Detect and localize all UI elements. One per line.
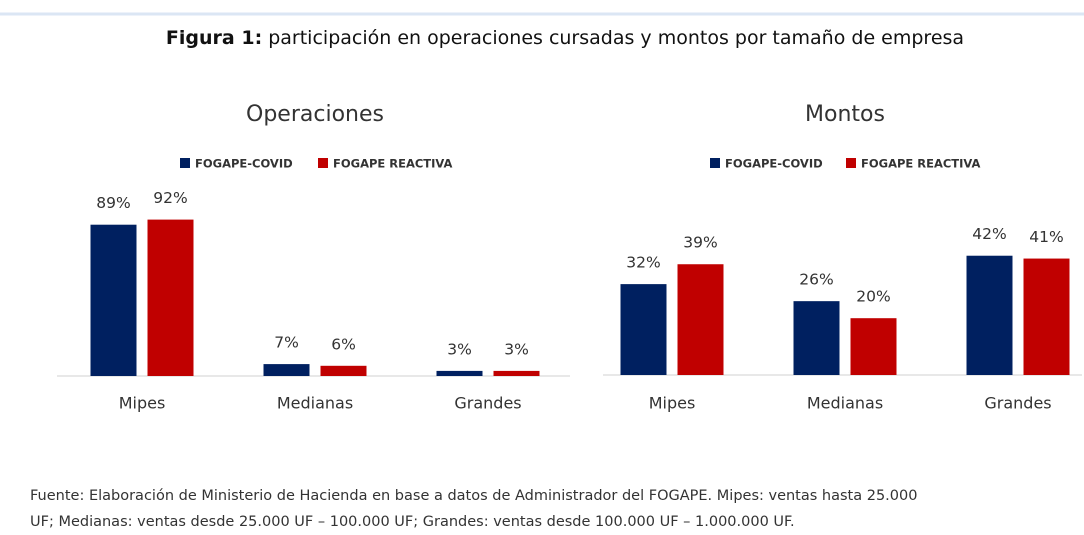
bar [793, 301, 840, 375]
bar [436, 370, 483, 376]
x-tick-label: Mipes [119, 394, 166, 413]
data-label: 20% [856, 288, 890, 306]
legend-label: FOGAPE REACTIVA [861, 157, 981, 171]
bar [90, 224, 137, 376]
bar [493, 370, 540, 376]
figure-title: Figura 1: participación en operaciones c… [166, 27, 964, 49]
x-tick-label: Grandes [454, 394, 521, 413]
data-label: 26% [799, 271, 833, 289]
bar [966, 255, 1013, 375]
footnote-line: UF; Medianas: ventas desde 25.000 UF – 1… [30, 514, 795, 530]
chart-title: Montos [805, 102, 885, 127]
data-label: 89% [96, 194, 130, 212]
legend-label: FOGAPE-COVID [725, 157, 823, 171]
x-tick-label: Grandes [984, 394, 1051, 413]
data-label: 41% [1029, 228, 1063, 246]
legend-label: FOGAPE REACTIVA [333, 157, 453, 171]
footnote-line: Fuente: Elaboración de Ministerio de Hac… [30, 488, 917, 504]
legend-label: FOGAPE-COVID [195, 157, 293, 171]
figure-title-text: participación en operaciones cursadas y … [268, 27, 964, 49]
data-label: 6% [331, 335, 356, 353]
x-tick-label: Medianas [807, 394, 883, 413]
data-label: 92% [153, 189, 187, 207]
data-label: 7% [274, 334, 299, 352]
chart-title: Operaciones [246, 102, 384, 127]
x-tick-label: Medianas [277, 394, 353, 413]
legend-swatch [710, 158, 720, 168]
x-tick-label: Mipes [649, 394, 696, 413]
legend-swatch [846, 158, 856, 168]
data-label: 42% [972, 225, 1006, 243]
bar [677, 264, 724, 375]
data-label: 32% [626, 254, 660, 272]
bar [620, 284, 667, 375]
bar [147, 219, 194, 376]
data-label: 3% [447, 340, 472, 358]
bar [320, 365, 367, 376]
bar [1023, 258, 1070, 375]
data-label: 3% [504, 340, 529, 358]
figure-title-label: Figura 1: [166, 27, 262, 49]
data-label: 39% [683, 234, 717, 252]
legend-swatch [180, 158, 190, 168]
bar [850, 318, 897, 375]
legend-swatch [318, 158, 328, 168]
bar [263, 364, 310, 376]
